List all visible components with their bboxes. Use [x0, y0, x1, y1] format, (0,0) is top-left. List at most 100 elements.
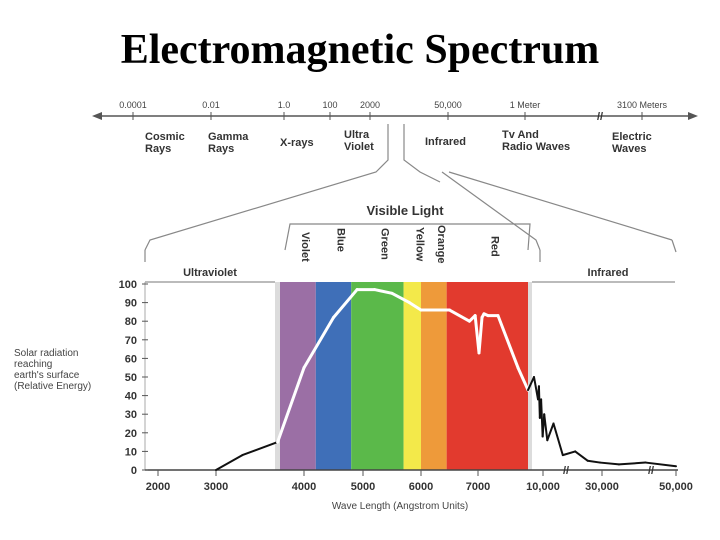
scale-tick-label: 2000: [360, 100, 380, 110]
y-axis-label-line1: Solar radiation: [14, 348, 78, 359]
ultraviolet-panel-label: Ultraviolet: [183, 267, 237, 279]
x-tick-label: 6000: [409, 481, 433, 493]
curve-segment: [215, 454, 244, 471]
curve-segment: [644, 461, 677, 468]
y-axis-label-line4: (Relative Energy): [14, 381, 91, 392]
band-label-blue: Blue: [335, 228, 347, 252]
x-tick-label: 2000: [146, 481, 170, 493]
region-gamma-rays-line1: Gamma: [208, 131, 249, 143]
region-cosmic-rays-line2: Rays: [145, 143, 171, 155]
radiation-curve: [215, 288, 677, 471]
curve-segment: [527, 376, 535, 392]
curve-segment: [241, 441, 279, 457]
scale-tick-label: 50,000: [434, 100, 462, 110]
colour-band-labels: Violet Blue Green Yellow Orange Red: [299, 225, 500, 264]
curve-segment: [496, 314, 520, 370]
scale-tick-label: 3100 Meters: [617, 100, 668, 110]
y-tick-label: 0: [131, 465, 137, 477]
scale-break-mark: //: [597, 111, 603, 123]
scale-arrow-right: [688, 112, 698, 120]
x-tick-label: 50,000: [659, 481, 693, 493]
x-axis-break-1: //: [563, 465, 569, 477]
x-axis-ticks: 2000 3000 4000 5000 6000 7000 10,000 30,000 50,0…: [146, 470, 693, 493]
curve-segment: [599, 461, 620, 466]
y-axis-label: Solar radiation reaching earth's surface…: [14, 348, 91, 392]
region-x-rays: X-rays: [280, 137, 314, 149]
region-infrared: Infrared: [425, 136, 466, 148]
curve-segment: [546, 422, 555, 442]
band-green: [351, 282, 404, 470]
y-tick-label: 10: [125, 446, 137, 458]
scale-ticks: 0.0001 0.01 1.0 100 2000 50,000 1 Meter 3100 Me…: [119, 100, 668, 120]
y-tick-label: 70: [125, 335, 137, 347]
y-tick-label: 40: [125, 391, 137, 403]
band-label-orange: Orange: [435, 225, 447, 264]
y-tick-label: 20: [125, 428, 137, 440]
band-label-violet: Violet: [299, 232, 311, 262]
curve-segment: [390, 291, 411, 305]
scale-tick-label: 0.0001: [119, 100, 147, 110]
y-tick-label: 50: [125, 372, 137, 384]
scale-tick-label: 1 Meter: [510, 100, 541, 110]
region-electric-waves-line2: Waves: [612, 143, 646, 155]
scale-tick-label: 1.0: [278, 100, 291, 110]
region-electric-waves-line1: Electric: [612, 131, 652, 143]
band-violet: [280, 282, 316, 470]
visible-light-funnel: [144, 124, 677, 262]
visible-ir-gap: [528, 282, 532, 470]
scale-arrow-left: [92, 112, 102, 120]
region-cosmic-rays-line1: Cosmic: [145, 131, 185, 143]
curve-segment: [407, 301, 423, 312]
curve-segment: [276, 366, 306, 444]
band-orange: [421, 282, 447, 470]
uv-visible-gap: [275, 282, 280, 470]
colour-bands: [275, 282, 532, 470]
curve-segment: [477, 315, 484, 355]
y-axis-ticks: 0 10 20 30 40 50 60 70 80 90 100: [119, 279, 148, 477]
band-yellow: [403, 282, 421, 470]
y-tick-label: 60: [125, 353, 137, 365]
x-tick-label: 3000: [204, 481, 228, 493]
y-axis-label-line2: reaching: [14, 359, 52, 370]
curve-segment: [332, 288, 359, 319]
x-tick-label: 4000: [292, 481, 316, 493]
scale-tick-label: 100: [322, 100, 337, 110]
band-red: [446, 282, 528, 470]
infrared-panel-label: Infrared: [588, 267, 629, 279]
region-ultra-violet-line2: Violet: [344, 141, 374, 153]
scale-tick-label: 0.01: [202, 100, 220, 110]
curve-segment: [448, 308, 471, 323]
curve-segment: [302, 315, 335, 370]
curve-segment: [543, 413, 549, 442]
y-tick-label: 100: [119, 279, 137, 291]
x-tick-label: 5000: [351, 481, 375, 493]
y-tick-label: 80: [125, 316, 137, 328]
y-tick-label: 90: [125, 298, 137, 310]
region-ultra-violet-line1: Ultra: [344, 129, 370, 141]
curve-segment: [618, 461, 647, 466]
x-tick-label: 7000: [466, 481, 490, 493]
band-blue: [315, 282, 352, 470]
curve-segment: [552, 422, 564, 457]
band-label-green: Green: [378, 228, 390, 260]
x-tick-label: 30,000: [585, 481, 619, 493]
curve-segment: [586, 459, 601, 464]
visible-light-label: Visible Light: [366, 203, 444, 218]
band-label-yellow: Yellow: [413, 227, 425, 262]
curve-segment: [373, 288, 394, 295]
curve-segment: [574, 450, 589, 462]
band-label-red: Red: [488, 236, 500, 257]
region-tv-radio-line1: Tv And: [502, 129, 539, 141]
x-axis-label: Wave Length (Angstrom Units): [332, 501, 468, 512]
x-tick-label: 10,000: [526, 481, 560, 493]
region-gamma-rays-line2: Rays: [208, 143, 234, 155]
y-tick-label: 30: [125, 409, 137, 421]
region-labels: Cosmic Rays Gamma Rays X-rays Ultra Viol…: [145, 129, 652, 155]
x-axis-break-2: //: [648, 465, 654, 477]
curve-segment: [561, 450, 577, 457]
y-axis-label-line3: earth's surface: [14, 370, 80, 381]
region-tv-radio-line2: Radio Waves: [502, 141, 570, 153]
page-title: Electromagnetic Spectrum: [120, 27, 600, 73]
curve-segment: [516, 366, 530, 392]
